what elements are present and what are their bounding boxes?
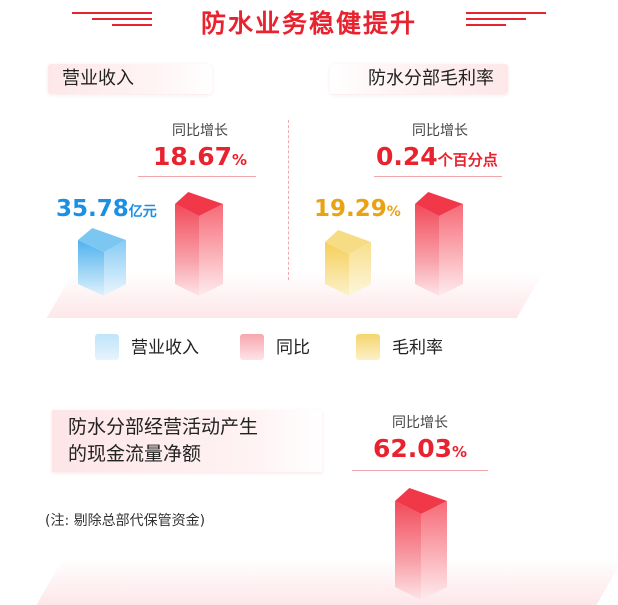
cashflow-yoy-underline (352, 470, 488, 471)
revenue-yoy-value: 18.67% (130, 142, 270, 171)
revenue-yoy-underline (138, 176, 256, 177)
cashflow-yoy-label: 同比增长 (392, 415, 448, 431)
page-title: 防水业务稳健提升 (200, 9, 417, 38)
header-left-line-1 (72, 12, 152, 14)
header-right-line-1 (466, 12, 546, 14)
legend-item-yoy: 同比 (240, 334, 340, 362)
margin-yoy-label: 同比增长 (412, 123, 468, 139)
margin-yoy-underline (374, 176, 502, 177)
cashflow-title: 防水分部经营活动产生 的现金流量净额 (68, 414, 318, 468)
panel-divider (288, 120, 289, 280)
cashflow-yoy-unit: % (452, 443, 468, 461)
legend-item-margin: 毛利率 (356, 334, 476, 362)
legend-label-margin: 毛利率 (392, 338, 443, 358)
legend-label-yoy: 同比 (276, 338, 310, 358)
bar-margin-right-face (349, 242, 371, 296)
revenue-yoy-label: 同比增长 (172, 123, 228, 139)
bar-revenue-left-face (78, 240, 104, 296)
bar-margin-yoy-left-face (415, 204, 439, 296)
cashflow-yoy-number: 62.03 (372, 434, 453, 463)
revenue-unit: 亿元 (128, 204, 157, 220)
margin-tab-label: 防水分部毛利率 (368, 68, 494, 89)
bar-cashflow-yoy-right-face (421, 501, 447, 600)
header-left-line-2 (92, 18, 152, 20)
bar-revenue-yoy-left-face (175, 204, 199, 296)
bar-cashflow-yoy-top-face (395, 488, 447, 514)
revenue-yoy-number: 18.67 (152, 142, 233, 171)
revenue-tab: 营业收入 (48, 64, 212, 94)
revenue-value-label: 35.78亿元 (56, 196, 157, 222)
bar-cashflow-yoy-left-face (395, 501, 421, 600)
margin-tab: 防水分部毛利率 (330, 64, 508, 94)
revenue-yoy-unit: % (232, 151, 248, 169)
bar-revenue-right-face (104, 240, 126, 296)
margin-number: 19.29 (314, 196, 387, 222)
revenue-number: 35.78 (56, 196, 129, 222)
legend-swatch-revenue (95, 334, 119, 360)
cashflow-note: (注: 剔除总部代保管资金) (45, 513, 206, 529)
revenue-tab-label: 营业收入 (62, 68, 134, 89)
bar-margin-left-face (325, 242, 349, 296)
bar-margin-top-face (325, 230, 371, 254)
margin-yoy-value: 0.24个百分点 (370, 142, 516, 171)
bar-revenue-yoy-right-face (199, 204, 223, 296)
legend-swatch-yoy (240, 334, 264, 360)
cashflow-title-box: 防水分部经营活动产生 的现金流量净额 (52, 410, 322, 472)
legend-item-revenue: 营业收入 (95, 334, 225, 362)
cashflow-title-line-2: 的现金流量净额 (68, 443, 202, 465)
cashflow-title-line-1: 防水分部经营活动产生 (68, 416, 259, 438)
margin-value-label: 19.29% (314, 196, 401, 222)
header-right-line-2 (466, 18, 526, 20)
margin-yoy-number: 0.24 (376, 142, 438, 171)
header-left-line-3 (112, 24, 152, 26)
bar-revenue-top-face (78, 228, 126, 252)
legend-label-revenue: 营业收入 (131, 338, 199, 358)
header-right-line-3 (466, 24, 506, 26)
bar-revenue-yoy-top-face (175, 192, 223, 216)
bar-margin-yoy-right-face (439, 204, 463, 296)
margin-yoy-unit: 个百分点 (437, 151, 498, 169)
legend-swatch-margin (356, 334, 380, 360)
cashflow-yoy-value: 62.03% (352, 434, 488, 463)
margin-unit: % (386, 204, 401, 220)
bar-margin-yoy-top-face (415, 192, 463, 216)
